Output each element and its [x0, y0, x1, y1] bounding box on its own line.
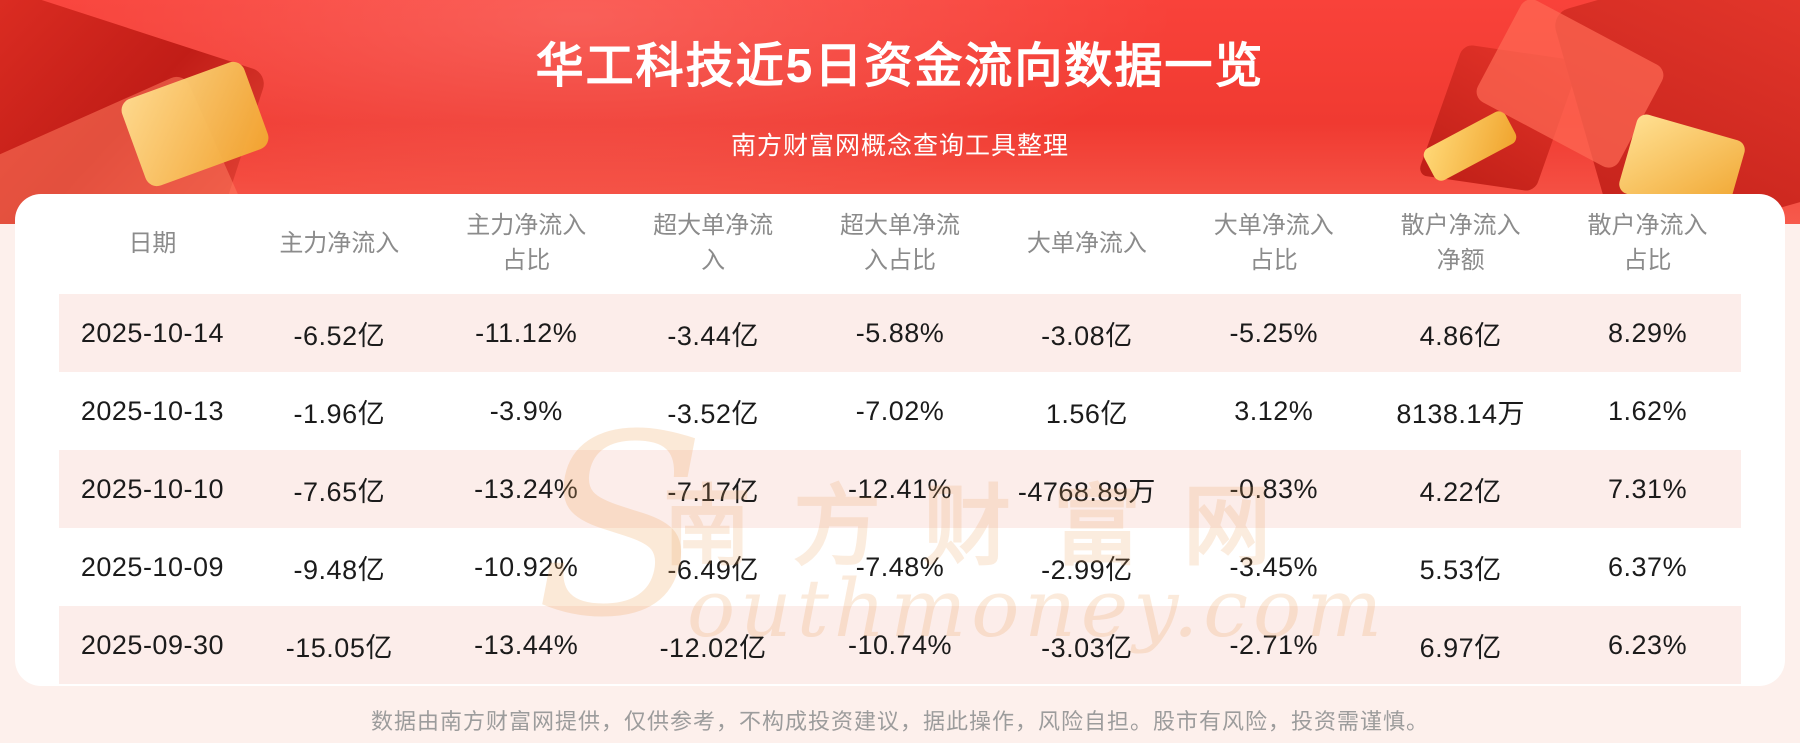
value-cell: 8.29%: [1608, 317, 1688, 348]
value-cell: -3.44亿: [667, 320, 759, 351]
value-cell: -11.12%: [475, 317, 578, 348]
value-cell: 6.97亿: [1419, 632, 1502, 663]
date-cell: 2025-10-14: [80, 317, 224, 348]
value-cell: -3.52亿: [667, 398, 759, 429]
disclaimer-text: 数据由南方财富网提供，仅供参考，不构成投资建议，据此操作，风险自担。股市有风险，…: [370, 709, 1429, 734]
value-cell: -2.71%: [1229, 629, 1319, 660]
value-cell: -2.99亿: [1041, 554, 1133, 585]
value-cell: -7.17亿: [667, 476, 759, 507]
value-cell: 4.86亿: [1419, 320, 1502, 351]
date-cell: 2025-10-09: [80, 551, 224, 582]
table-body: 2025-10-14 -6.52亿 -11.12% -3.44亿 -5.88% -3.08…: [59, 294, 1741, 684]
column-header: 大单净流入占比: [1213, 212, 1334, 274]
value-cell: 3.12%: [1234, 395, 1314, 426]
date-cell: 2025-10-10: [80, 473, 224, 504]
value-cell: -6.49亿: [667, 554, 759, 585]
column-header: 主力净流入占比: [466, 212, 587, 274]
column-header: 超大单净流入: [653, 212, 774, 274]
value-cell: 6.23%: [1608, 629, 1688, 660]
value-cell: -3.45%: [1229, 551, 1319, 582]
value-cell: -7.65亿: [293, 476, 386, 507]
value-cell: -9.48亿: [293, 554, 386, 585]
column-header: 散户净流入占比: [1587, 212, 1708, 274]
table-row: 2025-10-13 -1.96亿 -3.9% -3.52亿 -7.02% 1.56亿 3.…: [59, 372, 1741, 450]
value-cell: -10.74%: [847, 629, 953, 660]
value-cell: -0.83%: [1229, 473, 1319, 504]
column-header: 散户净流入净额: [1400, 212, 1521, 274]
value-cell: 4.22亿: [1419, 476, 1502, 507]
column-header: 超大单净流入占比: [839, 212, 960, 274]
value-cell: -15.05亿: [285, 632, 393, 663]
value-cell: -5.88%: [855, 317, 945, 348]
value-cell: 6.37%: [1608, 551, 1688, 582]
value-cell: -7.02%: [855, 395, 945, 426]
value-cell: -3.03亿: [1041, 632, 1133, 663]
value-cell: -12.02亿: [659, 632, 767, 663]
value-cell: 7.31%: [1608, 473, 1688, 504]
value-cell: -13.24%: [474, 473, 579, 504]
value-cell: -12.41%: [847, 473, 953, 504]
page-title: 华工科技近5日资金流向数据一览: [535, 40, 1265, 93]
value-cell: -7.48%: [855, 551, 945, 582]
value-cell: -1.96亿: [293, 398, 386, 429]
value-cell: -13.44%: [474, 629, 579, 660]
value-cell: 5.53亿: [1419, 554, 1502, 585]
table-header-row: 日期 主力净流入 主力净流入占比 超大单净流入 超大单净流入占比 大单净流入 大单净流入占比…: [59, 194, 1741, 294]
table-row: 2025-10-09 -9.48亿 -10.92% -6.49亿 -7.48% -2.99…: [59, 528, 1741, 606]
page-subtitle: 南方财富网概念查询工具整理: [730, 132, 1069, 160]
column-header: 大单净流入: [1026, 229, 1147, 257]
value-cell: -5.25%: [1229, 317, 1319, 348]
fund-flow-table-card: 日期 主力净流入 主力净流入占比 超大单净流入 超大单净流入占比 大单净流入 大单净流入占比…: [15, 194, 1785, 686]
header-banner: 华工科技近5日资金流向数据一览 南方财富网概念查询工具整理: [0, 0, 1800, 224]
value-cell: 8138.14万: [1396, 398, 1525, 429]
value-cell: -4768.89万: [1017, 476, 1156, 507]
table-row: 2025-09-30 -15.05亿 -13.44% -12.02亿 -10.74% -3…: [59, 606, 1741, 684]
value-cell: -10.92%: [474, 551, 579, 582]
date-cell: 2025-10-13: [80, 395, 224, 426]
table-row: 2025-10-14 -6.52亿 -11.12% -3.44亿 -5.88% -3.08…: [59, 294, 1741, 372]
value-cell: 1.56亿: [1045, 398, 1128, 429]
table-row: 2025-10-10 -7.65亿 -13.24% -7.17亿 -12.41% -476…: [59, 450, 1741, 528]
value-cell: -6.52亿: [293, 320, 386, 351]
column-header: 日期: [128, 229, 177, 257]
column-header: 主力净流入: [279, 229, 400, 257]
value-cell: -3.08亿: [1041, 320, 1133, 351]
value-cell: 1.62%: [1608, 395, 1688, 426]
value-cell: -3.9%: [489, 395, 563, 426]
date-cell: 2025-09-30: [80, 629, 224, 660]
